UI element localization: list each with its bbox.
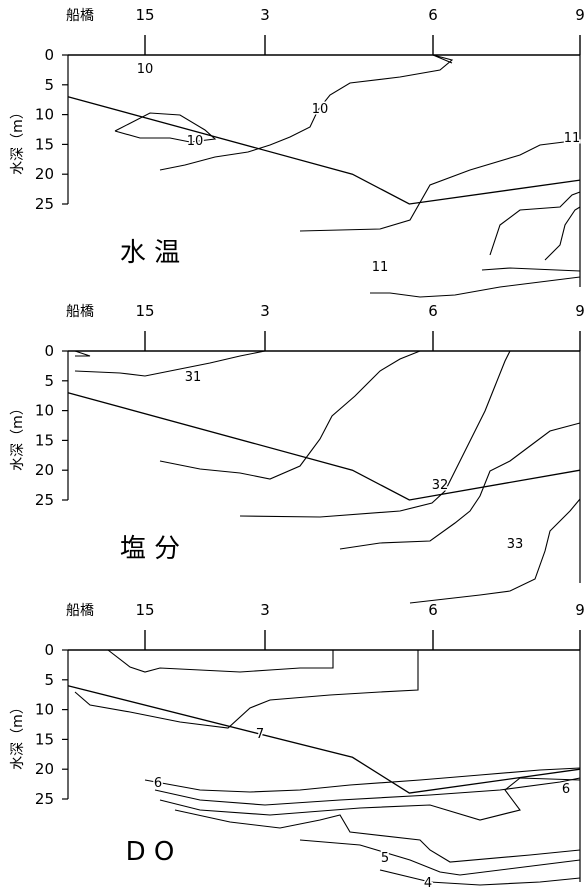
x-tick-label: 3 <box>260 302 270 320</box>
bottom-profile <box>67 685 581 794</box>
contour-line <box>159 54 454 171</box>
x-tick-label: 15 <box>135 6 154 24</box>
contour-label: 11 <box>372 260 389 275</box>
y-axis-label: 水深（m） <box>10 105 26 175</box>
station-label: 船橋 <box>66 603 94 619</box>
contour-label: 10 <box>187 134 204 149</box>
contour-line <box>299 839 581 876</box>
contour-label: 6 <box>154 776 162 791</box>
contour-line <box>409 498 581 604</box>
contour-label: 5 <box>381 851 389 866</box>
y-tick-label: 10 <box>35 402 54 420</box>
station-label: 船橋 <box>66 8 94 24</box>
x-tick-label: 3 <box>260 6 270 24</box>
panel-2: 船橋 15 3 6 9 0 5 10 15 20 25 水深（m） 31 32 33 塩 分 <box>10 302 585 604</box>
panel-title: 塩 分 <box>120 534 180 564</box>
contour-line <box>489 191 581 256</box>
y-axis-label: 水深（m） <box>10 700 26 770</box>
y-tick-label: 5 <box>44 671 54 689</box>
y-tick-label: 20 <box>35 760 54 778</box>
bottom-profile <box>67 392 581 501</box>
contour-label: 10 <box>312 102 329 117</box>
contour-label: 32 <box>432 478 449 493</box>
y-tick-label: 10 <box>35 701 54 719</box>
contour-line <box>339 422 581 550</box>
x-tick-label: 9 <box>575 601 585 619</box>
contour-label: 31 <box>185 370 202 385</box>
x-tick-label: 6 <box>428 601 438 619</box>
y-tick-label: 0 <box>44 641 54 659</box>
y-tick-label: 10 <box>35 106 54 124</box>
contour-line <box>159 350 421 480</box>
contour-line <box>239 350 511 518</box>
x-tick-label: 6 <box>428 6 438 24</box>
contour-line <box>159 777 581 821</box>
contour-line <box>370 276 581 298</box>
y-tick-label: 20 <box>35 165 54 183</box>
x-tick-label: 3 <box>260 601 270 619</box>
contour-label: 6 <box>562 782 570 797</box>
contour-line <box>100 54 453 64</box>
contour-label: 4 <box>424 876 432 887</box>
y-tick-label: 5 <box>44 76 54 94</box>
y-axis-label: 水深（m） <box>10 401 26 471</box>
panel-title: D O <box>126 837 175 867</box>
bottom-profile <box>67 96 581 205</box>
y-tick-label: 20 <box>35 461 54 479</box>
y-tick-label: 15 <box>35 730 54 748</box>
x-tick-label: 6 <box>428 302 438 320</box>
contour-label: 10 <box>137 62 154 77</box>
x-tick-label: 9 <box>575 302 585 320</box>
contour-line <box>107 649 334 673</box>
panel-3: 船橋 15 3 6 9 0 5 10 15 20 25 水深（m） 7 6 6 5 4 D O <box>10 601 585 887</box>
contour-label: 7 <box>256 727 264 742</box>
y-tick-label: 0 <box>44 46 54 64</box>
contour-line <box>74 350 91 357</box>
y-tick-label: 25 <box>35 195 54 213</box>
y-tick-label: 25 <box>35 790 54 808</box>
x-tick-label: 15 <box>135 601 154 619</box>
contour-label: 33 <box>507 537 524 552</box>
x-tick-label: 9 <box>575 6 585 24</box>
x-tick-label: 15 <box>135 302 154 320</box>
panel-1: 船橋 15 3 6 9 0 5 10 15 20 25 水深（m） 10 10 10 11 11 水 温 <box>10 6 585 298</box>
contour-line <box>174 809 581 863</box>
y-tick-label: 5 <box>44 372 54 390</box>
contour-label: 11 <box>564 131 581 146</box>
contour-line <box>379 869 581 886</box>
y-tick-label: 0 <box>44 342 54 360</box>
station-label: 船橋 <box>66 304 94 320</box>
contour-line <box>74 350 266 377</box>
contour-line <box>481 267 581 272</box>
contour-line <box>74 650 419 729</box>
contour-line <box>114 112 217 143</box>
y-tick-label: 25 <box>35 491 54 509</box>
y-tick-label: 15 <box>35 431 54 449</box>
panel-title: 水 温 <box>120 238 180 268</box>
contour-line <box>299 139 581 232</box>
contour-line <box>154 777 581 806</box>
y-tick-label: 15 <box>35 135 54 153</box>
contour-line <box>144 767 581 793</box>
contour-line <box>544 206 581 261</box>
